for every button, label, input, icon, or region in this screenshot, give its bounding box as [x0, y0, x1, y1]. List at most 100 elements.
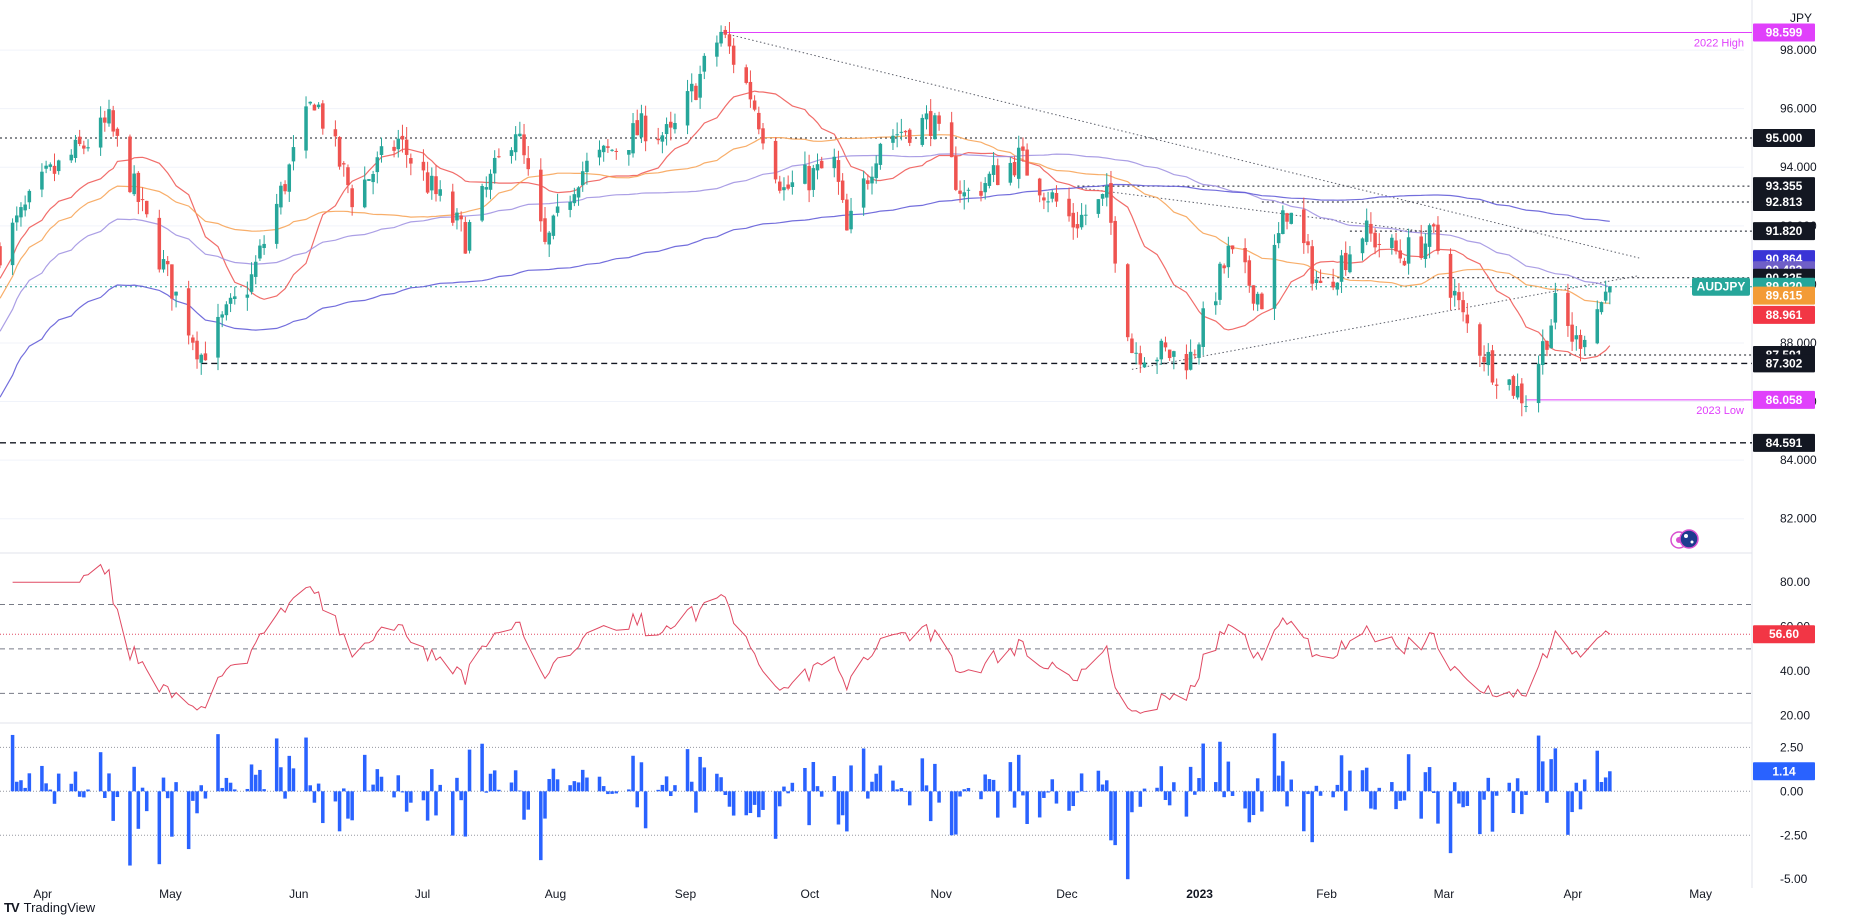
momentum-bar — [375, 769, 380, 792]
momentum-bar — [979, 791, 983, 800]
momentum-bar — [283, 791, 287, 799]
indicator-tag-bg — [1753, 762, 1815, 781]
candle — [220, 311, 224, 328]
candle-body — [987, 173, 992, 186]
time-tick-label: May — [159, 887, 182, 901]
candle-body — [430, 175, 434, 191]
candle-body — [1243, 248, 1247, 263]
momentum-bar — [1188, 766, 1193, 792]
candle-body — [308, 101, 312, 104]
candle — [1545, 340, 1549, 357]
momentum-bar — [1511, 791, 1516, 813]
candle — [52, 153, 57, 182]
momentum-bar — [928, 791, 933, 822]
candle-body — [907, 129, 912, 143]
price-tick-label: 82.000 — [1780, 512, 1817, 526]
candle — [103, 110, 107, 132]
momentum-bar — [144, 791, 149, 812]
candle — [669, 111, 673, 141]
candle-body — [132, 173, 136, 195]
candle-body — [1230, 245, 1235, 250]
momentum-bar — [245, 788, 250, 792]
candle-body — [245, 294, 250, 298]
momentum-bar — [1343, 791, 1348, 811]
momentum-bar — [958, 791, 962, 797]
momentum-bar — [539, 791, 543, 861]
rsi-tick-label: 40.00 — [1780, 664, 1810, 678]
candle — [224, 301, 229, 321]
candles-layer[interactable] — [0, 21, 1612, 417]
momentum-tick-label: -5.00 — [1780, 872, 1808, 886]
candle-body — [195, 340, 199, 360]
momentum-bar — [1306, 791, 1310, 795]
momentum-bar — [258, 769, 262, 792]
momentum-bar — [1105, 780, 1109, 792]
momentum-bar — [1398, 791, 1402, 801]
time-tick-label: Mar — [1434, 887, 1455, 901]
momentum-bar — [555, 779, 560, 792]
momentum-pane[interactable]: 2.50 0.00 -2.50 -5.00 — [0, 733, 1808, 886]
momentum-bar — [103, 791, 107, 798]
candle-body — [1193, 354, 1197, 356]
momentum-bar — [715, 773, 719, 792]
momentum-bar — [631, 755, 635, 792]
momentum-bar — [140, 787, 145, 792]
candle — [1067, 187, 1071, 222]
time-axis[interactable]: Apr May Jun Jul Aug Sep Oct Nov Dec 2023 Feb Mar Apr… — [33, 887, 1712, 901]
candle-body — [304, 106, 308, 151]
momentum-bar — [480, 743, 484, 792]
momentum-bar — [1486, 777, 1491, 792]
candle — [1486, 343, 1491, 376]
momentum-bar — [580, 769, 585, 792]
candle-body — [1318, 280, 1323, 283]
momentum-bar — [572, 781, 577, 792]
momentum-bar — [1406, 754, 1411, 792]
candle — [262, 235, 266, 255]
candle-body — [136, 172, 141, 202]
momentum-bar — [396, 775, 401, 792]
tradingview-brand[interactable]: TV TradingView — [4, 900, 95, 915]
candle-body — [1172, 351, 1176, 357]
candle-body — [98, 117, 103, 148]
candle-body — [1260, 293, 1264, 310]
candle-body — [664, 124, 669, 135]
momentum-bar — [1578, 791, 1583, 810]
price-tag: 98.599 — [1753, 23, 1815, 42]
candle — [56, 159, 61, 175]
candle-body — [1406, 237, 1411, 264]
momentum-bar — [832, 776, 837, 792]
candle-body — [878, 143, 883, 165]
momentum-bar — [1025, 791, 1029, 824]
moving-averages-layer — [0, 90, 1611, 398]
price-tag-label: 86.058 — [1766, 393, 1803, 407]
candle — [568, 195, 572, 218]
candle-body — [19, 207, 23, 218]
momentum-bar — [954, 791, 958, 835]
candle — [1084, 204, 1088, 226]
candle-body — [832, 156, 837, 169]
momentum-bar — [807, 791, 811, 826]
momentum-bar — [899, 788, 904, 792]
momentum-bar — [1214, 782, 1218, 792]
candle — [1390, 234, 1394, 255]
candle — [488, 169, 493, 200]
momentum-bar — [136, 791, 141, 829]
momentum-bar — [983, 774, 987, 792]
momentum-bar — [1461, 791, 1465, 808]
momentum-bar — [526, 791, 530, 810]
candle — [115, 127, 120, 147]
candle — [291, 135, 296, 171]
momentum-bar — [467, 749, 472, 792]
momentum-bar — [601, 786, 606, 792]
momentum-bar — [694, 791, 698, 813]
momentum-bar — [98, 752, 103, 792]
momentum-bar — [161, 777, 166, 792]
price-tag: 87.302 — [1753, 354, 1815, 373]
price-tag-bg — [1753, 433, 1815, 452]
candle-body — [954, 156, 958, 190]
candle — [731, 38, 736, 74]
candle — [1314, 271, 1319, 290]
candle — [1318, 269, 1323, 284]
